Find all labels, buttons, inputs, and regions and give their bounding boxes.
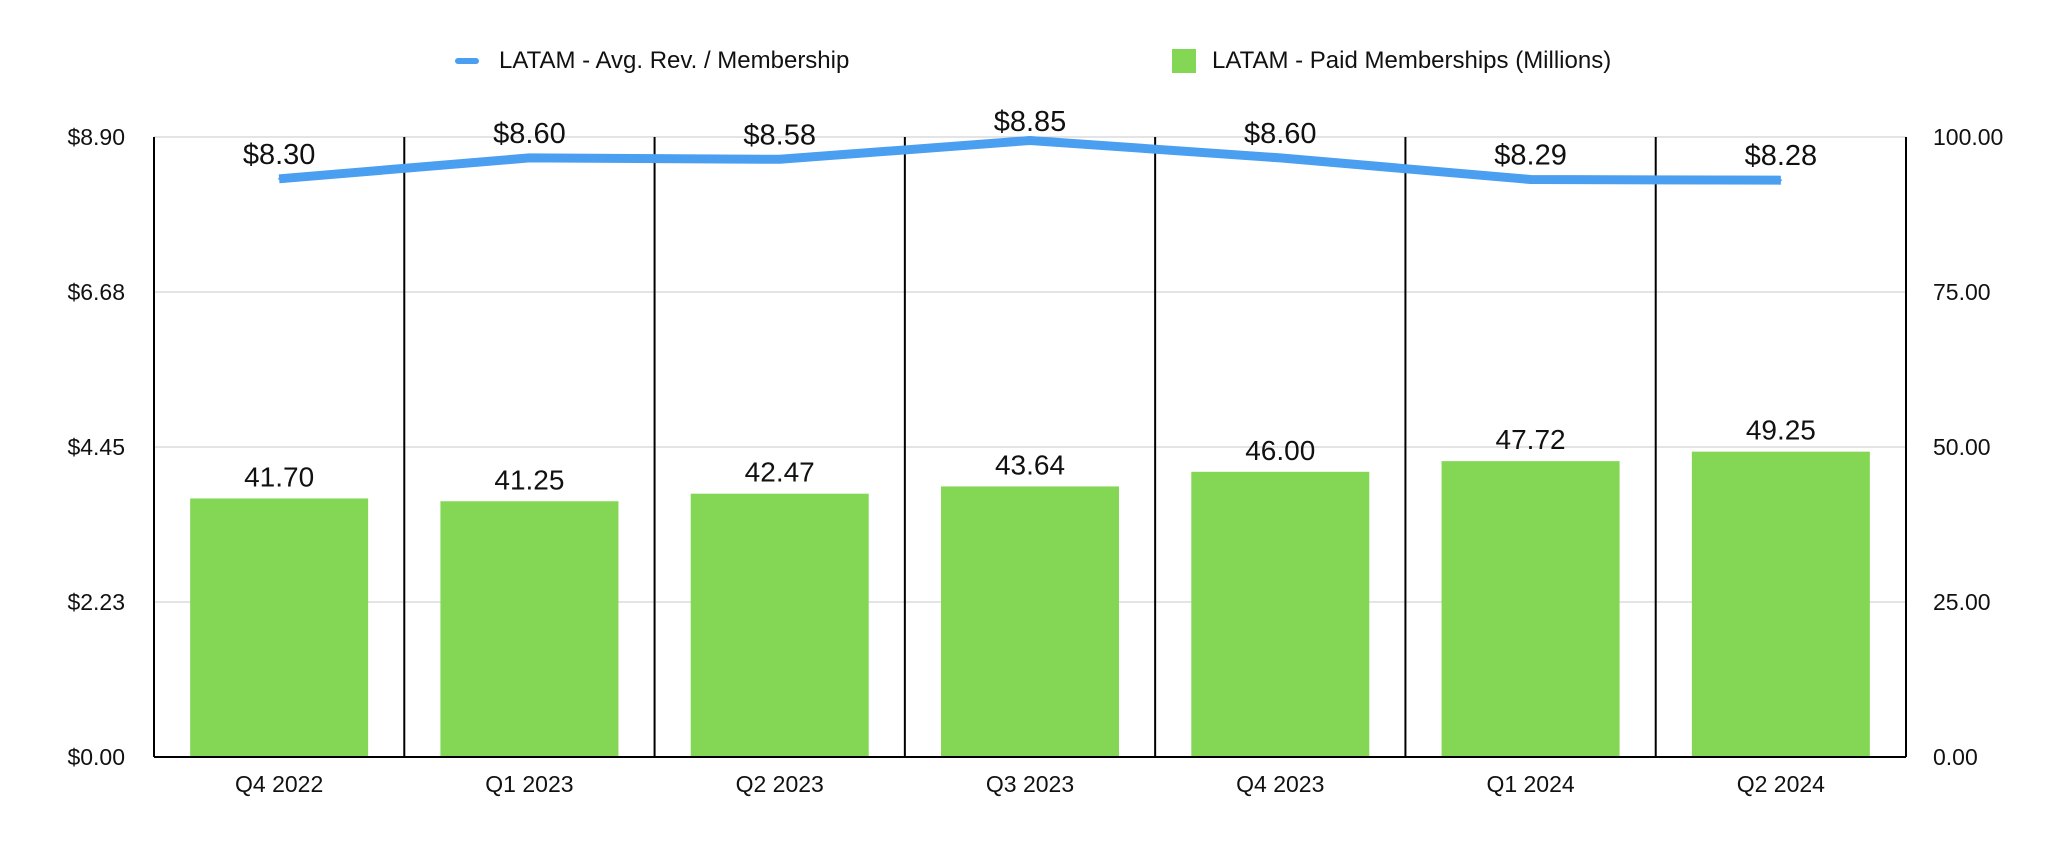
bar xyxy=(190,498,369,757)
x-tick-label: Q2 2024 xyxy=(1737,771,1825,797)
bar xyxy=(690,493,869,757)
line-value-label: $8.58 xyxy=(743,119,816,151)
bar-value-label: 47.72 xyxy=(1496,424,1566,455)
y-left-tick-label: $6.68 xyxy=(67,279,125,305)
bar-value-label: 42.47 xyxy=(745,457,815,488)
line-value-label: $8.60 xyxy=(1244,118,1317,150)
bar-value-label: 41.25 xyxy=(494,464,564,495)
legend-line-swatch xyxy=(455,58,479,64)
y-right-tick-label: 25.00 xyxy=(1933,589,1991,615)
axes: $0.00 $2.23 $4.45 $6.68 $8.90 0.00 25.00 50.00 7… xyxy=(67,124,2003,797)
x-tick-label: Q1 2024 xyxy=(1486,771,1574,797)
line-point xyxy=(778,158,781,161)
y-left-tick-label: $4.45 xyxy=(67,434,125,460)
y-right-tick-label: 50.00 xyxy=(1933,434,1991,460)
line-point xyxy=(1779,179,1782,182)
line-value-label: $8.30 xyxy=(243,139,316,171)
bar xyxy=(1441,461,1620,757)
x-tick-label: Q4 2022 xyxy=(235,771,323,797)
bar xyxy=(440,501,619,757)
bar xyxy=(941,486,1119,757)
y-left-tick-label: $2.23 xyxy=(67,589,125,615)
bar-value-label: 46.00 xyxy=(1245,435,1315,466)
bar-value-label: 41.70 xyxy=(244,461,314,492)
category-dividers xyxy=(153,137,1907,757)
line-value-label: $8.60 xyxy=(493,118,566,150)
x-tick-label: Q2 2023 xyxy=(736,771,824,797)
legend-line-label: LATAM - Avg. Rev. / Membership xyxy=(499,47,850,74)
bar-value-label: 49.25 xyxy=(1746,415,1816,446)
line-point xyxy=(1279,156,1282,159)
data-labels: 41.70 41.25 42.47 43.64 46.00 47.72 49.25 $8.30… xyxy=(243,106,1817,495)
legend-line-series: LATAM - Avg. Rev. / Membership xyxy=(455,44,849,78)
x-tick-label: Q4 2023 xyxy=(1236,771,1324,797)
line-value-label: $8.85 xyxy=(994,106,1067,138)
avg-revenue-line-group xyxy=(278,135,1782,185)
y-left-tick-label: $0.00 xyxy=(67,744,125,770)
x-tick-label: Q3 2023 xyxy=(986,771,1074,797)
y-right-tick-label: 0.00 xyxy=(1933,744,1978,770)
y-right-tick-label: 100.00 xyxy=(1933,124,2003,150)
y-left-tick-label: $8.90 xyxy=(67,124,125,150)
line-point xyxy=(1529,178,1532,181)
legend-bar-series: LATAM - Paid Memberships (Millions) xyxy=(1172,44,1611,78)
x-tick-label: Q1 2023 xyxy=(485,771,573,797)
bar xyxy=(1691,451,1870,757)
bar xyxy=(1191,471,1370,757)
line-point xyxy=(278,177,281,180)
bars xyxy=(190,451,1870,757)
legend-bar-swatch xyxy=(1172,49,1196,73)
line-value-label: $8.29 xyxy=(1494,139,1567,171)
bar-value-label: 43.64 xyxy=(995,449,1065,480)
line-value-label: $8.28 xyxy=(1745,140,1818,172)
line-point xyxy=(1029,139,1031,142)
legend-bar-label: LATAM - Paid Memberships (Millions) xyxy=(1212,47,1612,74)
line-point xyxy=(528,156,531,159)
y-right-tick-label: 75.00 xyxy=(1933,279,1991,305)
